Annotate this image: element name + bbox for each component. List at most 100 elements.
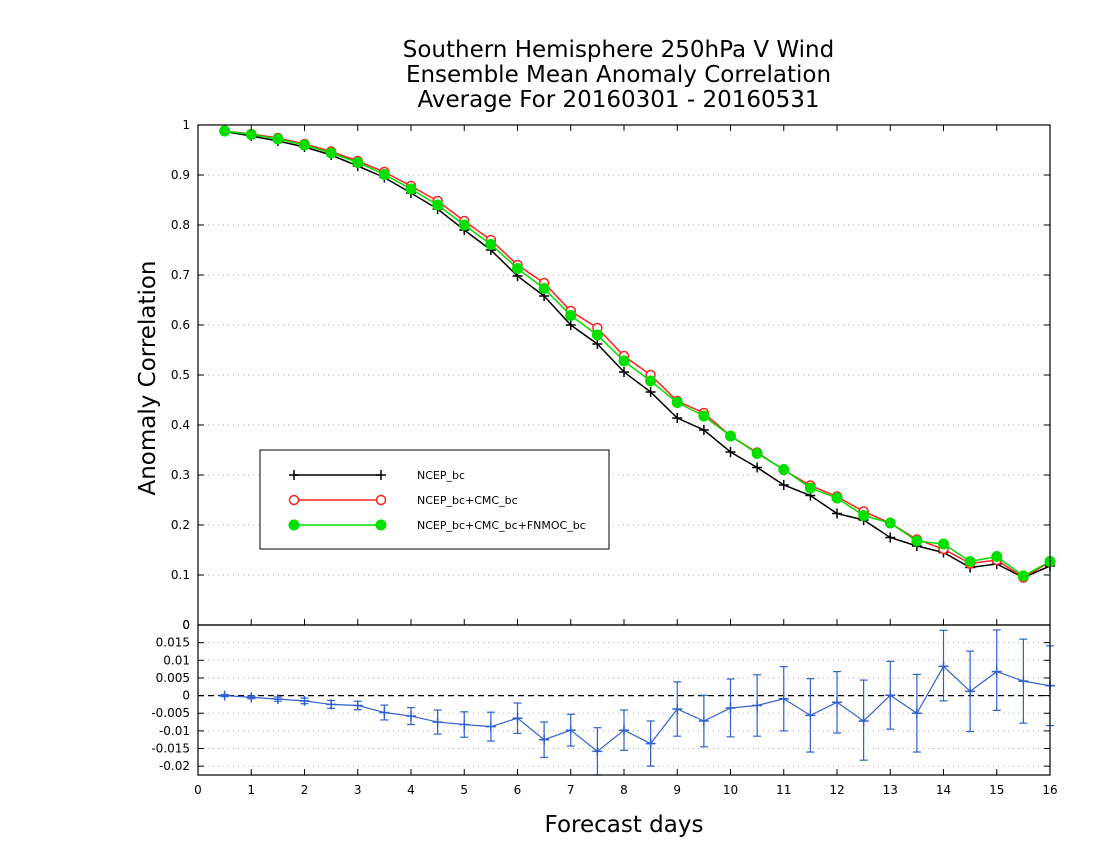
difference-y-axis-ticks: -0.02 -0.015 -0.01 -0.005 0 0.005 0.01 0.015 0 bbox=[151, 618, 1050, 773]
series-3 bbox=[219, 125, 1056, 582]
chart-title-line-2: Ensemble Mean Anomaly Correlation bbox=[405, 62, 832, 88]
series-point bbox=[858, 510, 870, 521]
difference-point bbox=[406, 711, 416, 722]
series-point bbox=[698, 425, 709, 435]
difference-y-tick-label: -0.015 bbox=[151, 742, 190, 756]
difference-point bbox=[592, 746, 603, 757]
x-tick-label: 7 bbox=[567, 783, 575, 797]
main-y-tick-label: 0.6 bbox=[171, 318, 190, 332]
legend-marker bbox=[288, 519, 300, 531]
main-y-tick-label: 0.7 bbox=[171, 268, 190, 282]
series-point bbox=[698, 410, 710, 422]
series-point bbox=[432, 199, 444, 211]
series-point bbox=[938, 538, 949, 550]
difference-point bbox=[219, 690, 230, 701]
main-y-tick-label: 0.1 bbox=[171, 568, 190, 582]
series-point bbox=[671, 397, 683, 408]
main-y-axis-ticks: 0 0.1 0.2 0.3 0.4 0.5 0.6 0.7 0.8 0.9 1 bbox=[171, 118, 1050, 632]
difference-y-tick-label: -0.005 bbox=[151, 706, 190, 720]
x-tick-label: 12 bbox=[829, 783, 844, 797]
series-point bbox=[619, 367, 629, 377]
x-tick-label: 2 bbox=[301, 783, 309, 797]
main-y-tick-label: 0.9 bbox=[171, 168, 190, 182]
series-point bbox=[964, 556, 976, 567]
legend-entry: NCEP_bc bbox=[289, 469, 465, 482]
difference-point bbox=[485, 721, 496, 732]
difference-point bbox=[619, 725, 629, 736]
difference-y-tick-label: 0 bbox=[182, 618, 190, 632]
series-point bbox=[832, 508, 842, 519]
x-tick-label: 1 bbox=[247, 783, 255, 797]
difference-point bbox=[778, 693, 789, 704]
series-point bbox=[352, 157, 364, 168]
main-y-tick-label: 0.3 bbox=[171, 468, 190, 482]
series-point bbox=[272, 133, 284, 145]
difference-y-tick-label: 0.01 bbox=[163, 653, 190, 667]
difference-y-tick-label: -0.02 bbox=[159, 759, 190, 773]
legend-entry: NCEP_bc+CMC_bc bbox=[288, 494, 518, 507]
difference-point bbox=[832, 697, 842, 708]
x-tick-label: 8 bbox=[620, 783, 628, 797]
series-point bbox=[725, 447, 736, 457]
series-point bbox=[485, 239, 497, 250]
difference-point bbox=[991, 666, 1002, 677]
main-y-tick-label: 0 bbox=[182, 618, 190, 632]
x-tick-label: 14 bbox=[936, 783, 951, 797]
difference-y-tick-label: 0.015 bbox=[156, 636, 190, 650]
difference-y-tick-label: 0 bbox=[182, 689, 190, 703]
x-tick-label: 15 bbox=[989, 783, 1004, 797]
series-point bbox=[378, 169, 390, 180]
series-point bbox=[591, 329, 603, 341]
x-tick-label: 0 bbox=[194, 783, 202, 797]
difference-panel-series bbox=[219, 629, 1055, 776]
series-point bbox=[299, 139, 310, 151]
chart-title-line-1: Southern Hemisphere 250hPa V Wind bbox=[402, 37, 835, 63]
series-point bbox=[725, 430, 736, 442]
series-point bbox=[831, 492, 843, 504]
series-point bbox=[804, 482, 816, 494]
series-point bbox=[645, 375, 657, 387]
series-point bbox=[405, 183, 417, 195]
x-tick-label: 6 bbox=[514, 783, 522, 797]
difference-point bbox=[539, 734, 550, 745]
difference-point bbox=[1018, 676, 1029, 687]
chart-title-line-3: Average For 20160301 - 20160531 bbox=[417, 87, 820, 113]
series-point bbox=[538, 283, 550, 294]
difference-point bbox=[752, 700, 763, 711]
x-axis-label: Forecast days bbox=[545, 812, 704, 838]
series-point bbox=[778, 464, 790, 475]
difference-point bbox=[272, 694, 283, 705]
difference-point bbox=[725, 702, 736, 713]
x-tick-label: 16 bbox=[1042, 783, 1057, 797]
difference-point bbox=[326, 699, 337, 710]
series-point bbox=[672, 413, 683, 423]
legend: NCEP_bc NCEP_bc+CMC_bc NCEP_bc+CMC_bc+FNMO… bbox=[259, 449, 610, 550]
series-point bbox=[885, 532, 896, 543]
series-point bbox=[565, 310, 577, 321]
difference-point bbox=[299, 695, 310, 706]
x-tick-label: 10 bbox=[723, 783, 738, 797]
difference-point bbox=[352, 700, 363, 711]
series-point bbox=[219, 125, 231, 137]
legend-marker bbox=[288, 494, 300, 506]
x-tick-label: 4 bbox=[407, 783, 415, 797]
series-line bbox=[224, 130, 1051, 579]
difference-point bbox=[246, 692, 257, 703]
difference-point bbox=[645, 738, 656, 749]
main-panel-series bbox=[219, 125, 1056, 583]
series-point bbox=[778, 480, 789, 490]
difference-point bbox=[698, 716, 709, 726]
y-axis-label: Anomaly Correlation bbox=[135, 260, 161, 495]
legend-label: NCEP_bc+CMC_bc bbox=[417, 494, 518, 507]
main-y-tick-label: 0.8 bbox=[171, 218, 190, 232]
series-point bbox=[325, 147, 337, 159]
series-point bbox=[911, 535, 923, 547]
legend-label: NCEP_bc bbox=[417, 469, 465, 482]
series-point bbox=[645, 387, 656, 397]
x-tick-label: 11 bbox=[776, 783, 791, 797]
legend-marker bbox=[289, 470, 299, 480]
legend-marker bbox=[375, 519, 387, 531]
difference-series bbox=[219, 629, 1055, 776]
series-point bbox=[752, 462, 763, 473]
series-point bbox=[512, 263, 523, 274]
